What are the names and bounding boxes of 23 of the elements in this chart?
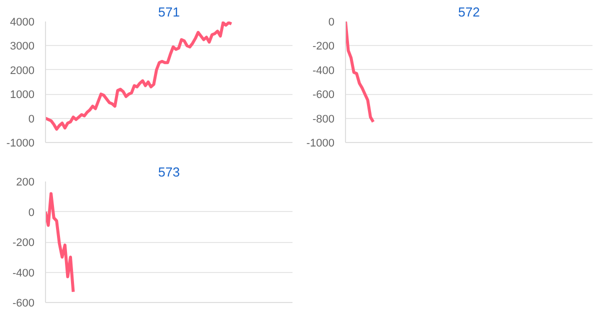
line-series [46, 192, 75, 294]
y-tick-label: 0 [28, 113, 35, 126]
y-tick-label: -400 [12, 267, 35, 280]
line-series [46, 22, 233, 131]
line-series [346, 22, 375, 124]
y-tick-label: -200 [12, 237, 35, 249]
y-tick-label: 0 [28, 206, 35, 219]
y-tick-label: 200 [16, 176, 35, 188]
y-tick-label: 4000 [10, 16, 35, 28]
y-tick-label: -400 [312, 64, 335, 77]
y-tick-label: -1000 [6, 138, 35, 150]
y-tick-label: -600 [312, 89, 335, 102]
chart-title: 572 [458, 4, 480, 20]
y-tick-label: 3000 [10, 40, 35, 53]
y-tick-label: 0 [328, 16, 335, 28]
chart-title: 571 [158, 4, 180, 20]
y-tick-label: -1000 [306, 138, 335, 150]
y-tick-label: 2000 [10, 64, 35, 77]
y-tick-label: -800 [312, 113, 335, 126]
chart-title: 573 [158, 164, 180, 180]
y-tick-label: -200 [312, 40, 335, 53]
y-tick-label: -600 [12, 298, 35, 310]
y-tick-label: 1000 [10, 89, 35, 102]
